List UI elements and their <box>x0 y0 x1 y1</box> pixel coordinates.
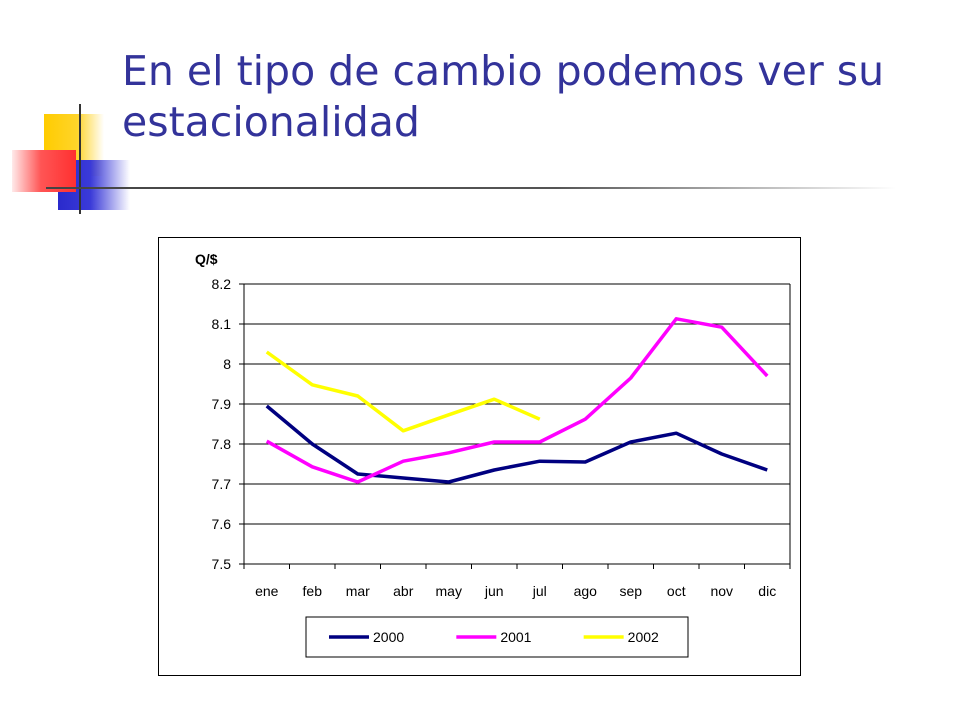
x-tick-label: ago <box>574 583 598 599</box>
x-tick-label: feb <box>303 583 323 599</box>
x-tick-label: ene <box>255 583 279 599</box>
decor-vertical-line <box>79 104 81 214</box>
x-tick-label: sep <box>619 583 642 599</box>
x-tick-label: abr <box>393 583 414 599</box>
series-line-2001 <box>265 317 769 484</box>
x-tick-label: jul <box>532 583 547 599</box>
title-underline <box>46 187 896 189</box>
y-tick-label: 7.5 <box>212 556 232 572</box>
x-tick-label: dic <box>758 583 776 599</box>
x-tick-label: oct <box>667 583 686 599</box>
legend-label: 2000 <box>373 629 404 645</box>
legend-label: 2002 <box>628 629 659 645</box>
y-tick-label: 7.8 <box>212 436 232 452</box>
slide-title: En el tipo de cambio podemos ver su esta… <box>122 47 885 146</box>
y-tick-label: 8 <box>223 356 231 372</box>
y-tick-label: 7.7 <box>212 476 232 492</box>
x-tick-label: nov <box>710 583 733 599</box>
x-tick-label: mar <box>346 583 370 599</box>
y-tick-label: 8.2 <box>212 276 232 292</box>
series-line-2000 <box>265 404 768 484</box>
y-tick-label: 7.9 <box>212 396 232 412</box>
line-chart: 7.5 7.6 7.7 7.8 7.9 8 8.1 8.2 Q/$ ene feb mar abr may… <box>195 251 791 658</box>
chart-frame: 7.5 7.6 7.7 7.8 7.9 8 8.1 8.2 Q/$ ene feb mar abr may… <box>158 237 801 676</box>
decor-red-square <box>12 150 76 192</box>
y-axis-label: Q/$ <box>195 251 218 267</box>
legend <box>305 616 689 658</box>
y-tick-label: 8.1 <box>212 316 232 332</box>
x-tick-label: may <box>436 583 462 599</box>
legend-label: 2001 <box>500 629 531 645</box>
x-tick-label: jun <box>484 583 504 599</box>
y-tick-label: 7.6 <box>212 516 232 532</box>
